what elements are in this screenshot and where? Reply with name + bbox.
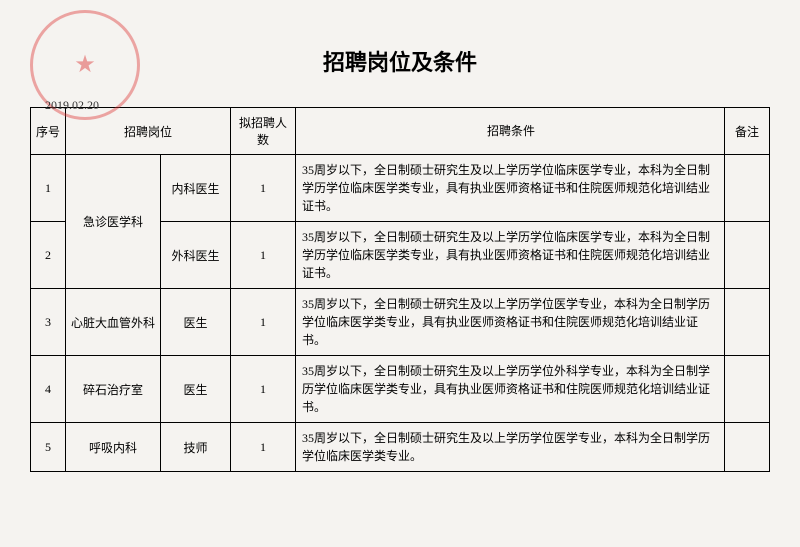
stamp-star-icon: ★ xyxy=(71,51,99,79)
recruitment-table: 序号 招聘岗位 拟招聘人数 招聘条件 备注 1 急诊医学科 内科医生 1 35周… xyxy=(30,107,770,472)
cell-note xyxy=(725,423,770,472)
cell-note xyxy=(725,222,770,289)
cell-seq: 4 xyxy=(31,356,66,423)
cell-seq: 1 xyxy=(31,155,66,222)
cell-count: 1 xyxy=(231,222,296,289)
table-row: 3 心脏大血管外科 医生1 35周岁以下，全日制硕士研究生及以上学历学位医学专业… xyxy=(31,289,770,356)
cell-pos: 技师 xyxy=(161,423,231,472)
stamp-date: 2019.02.20 xyxy=(45,98,99,113)
header-note: 备注 xyxy=(725,108,770,155)
cell-dept: 呼吸内科 xyxy=(66,423,161,472)
cell-pos: 医生 xyxy=(161,356,231,423)
table-row: 4 碎石治疗室 医生1 35周岁以下，全日制硕士研究生及以上学历学位外科学专业，… xyxy=(31,356,770,423)
table-header-row: 序号 招聘岗位 拟招聘人数 招聘条件 备注 xyxy=(31,108,770,155)
cell-dept: 碎石治疗室 xyxy=(66,356,161,423)
cell-req: 35周岁以下，全日制硕士研究生及以上学历学位医学专业，本科为全日制学历学位临床医… xyxy=(296,289,725,356)
cell-count: 1 xyxy=(231,289,296,356)
cell-req: 35周岁以下，全日制硕士研究生及以上学历学位外科学专业，本科为全日制学历学位临床… xyxy=(296,356,725,423)
header-count: 拟招聘人数 xyxy=(231,108,296,155)
cell-count: 1 xyxy=(231,423,296,472)
cell-note xyxy=(725,356,770,423)
cell-seq: 2 xyxy=(31,222,66,289)
cell-dept: 心脏大血管外科 xyxy=(66,289,161,356)
table-row: 5 呼吸内科 技师1 35周岁以下，全日制硕士研究生及以上学历学位医学专业，本科… xyxy=(31,423,770,472)
page-title: 招聘岗位及条件 xyxy=(30,45,770,77)
cell-pos: 内科医生 xyxy=(161,155,231,222)
cell-seq: 5 xyxy=(31,423,66,472)
header-requirements: 招聘条件 xyxy=(296,108,725,155)
cell-pos: 外科医生 xyxy=(161,222,231,289)
cell-dept: 急诊医学科 xyxy=(66,155,161,289)
cell-req: 35周岁以下，全日制硕士研究生及以上学历学位临床医学专业，本科为全日制学历学位临… xyxy=(296,155,725,222)
cell-note xyxy=(725,155,770,222)
cell-count: 1 xyxy=(231,155,296,222)
cell-req: 35周岁以下，全日制硕士研究生及以上学历学位医学专业，本科为全日制学历学位临床医… xyxy=(296,423,725,472)
table-row: 1 急诊医学科 内科医生 1 35周岁以下，全日制硕士研究生及以上学历学位临床医… xyxy=(31,155,770,222)
table-body: 1 急诊医学科 内科医生 1 35周岁以下，全日制硕士研究生及以上学历学位临床医… xyxy=(31,155,770,472)
cell-count: 1 xyxy=(231,356,296,423)
cell-pos: 医生 xyxy=(161,289,231,356)
cell-req: 35周岁以下，全日制硕士研究生及以上学历学位临床医学专业，本科为全日制学历学位临… xyxy=(296,222,725,289)
cell-note xyxy=(725,289,770,356)
cell-seq: 3 xyxy=(31,289,66,356)
